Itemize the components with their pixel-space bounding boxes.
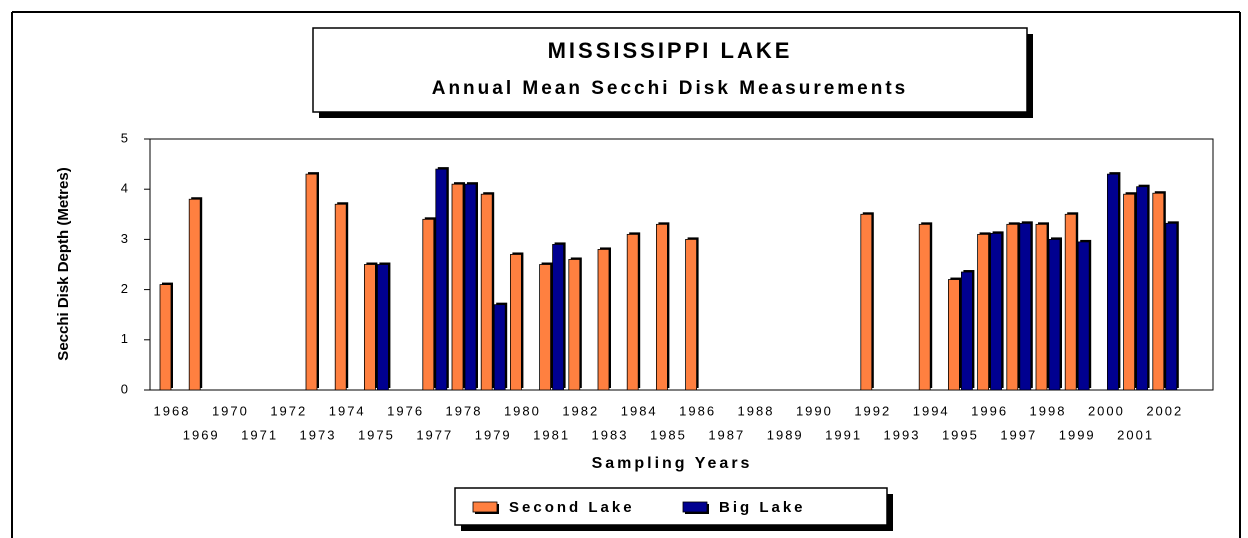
bar (1165, 222, 1178, 391)
bar (1136, 186, 1148, 391)
x-tick-label: 1994 (913, 403, 950, 418)
y-axis-label: Secchi Disk Depth (Metres) (55, 167, 72, 360)
bar (552, 244, 564, 391)
x-tick-label: 1990 (796, 403, 833, 418)
bar (305, 173, 318, 391)
x-tick-label: 1982 (562, 403, 599, 418)
x-tick-label: 1995 (942, 427, 979, 442)
bar (568, 259, 581, 391)
x-tick-label: 1983 (592, 427, 629, 442)
x-tick-label: 1973 (300, 427, 337, 442)
bar (363, 264, 376, 391)
bar (1019, 222, 1032, 391)
bar (464, 183, 477, 391)
legend-label: Big Lake (719, 499, 806, 516)
bar (918, 223, 931, 391)
x-tick-label: 1986 (679, 403, 716, 418)
x-tick-label: 1969 (183, 427, 220, 442)
bar (451, 183, 464, 391)
bar (685, 238, 697, 391)
bar (961, 271, 973, 391)
x-tick-label: 2001 (1117, 427, 1154, 442)
x-tick-label: 1988 (738, 403, 775, 418)
bar (376, 264, 389, 391)
y-tick-label: 2 (121, 281, 128, 296)
y-tick-label: 0 (121, 381, 128, 396)
bar (435, 168, 448, 391)
bar (860, 213, 873, 391)
bar (1064, 213, 1077, 391)
legend-swatch (472, 501, 498, 513)
x-tick-label: 2000 (1088, 403, 1125, 418)
x-tick-label: 1968 (154, 403, 191, 418)
bar (1006, 223, 1019, 391)
x-tick-label: 1989 (767, 427, 804, 442)
y-tick-label: 1 (121, 331, 128, 346)
bar (334, 203, 347, 391)
bar (1048, 238, 1061, 391)
bar (159, 284, 172, 391)
bar (1123, 193, 1135, 391)
bar (626, 233, 639, 391)
x-tick-label: 1998 (1030, 403, 1067, 418)
bar (977, 233, 989, 391)
x-tick-label: 2002 (1146, 403, 1183, 418)
y-tick-label: 3 (121, 231, 128, 246)
x-tick-label: 1992 (854, 403, 891, 418)
chart-subtitle: Annual Mean Secchi Disk Measurements (432, 78, 909, 99)
x-tick-label: 1996 (971, 403, 1008, 418)
bar (990, 232, 1002, 391)
bar (948, 279, 960, 391)
x-tick-label: 1980 (504, 403, 541, 418)
x-tick-label: 1984 (621, 403, 658, 418)
x-tick-label: 1985 (650, 427, 687, 442)
bar (1035, 223, 1048, 391)
legend-swatch (682, 501, 708, 513)
x-tick-label: 1978 (446, 403, 483, 418)
y-tick-label: 5 (121, 130, 128, 145)
bar (656, 223, 668, 391)
x-tick-label: 1987 (708, 427, 745, 442)
plot-area (149, 138, 1214, 391)
legend-label: Second Lake (509, 499, 635, 516)
bar (1077, 241, 1090, 391)
x-tick-label: 1981 (533, 427, 570, 442)
bar (1152, 192, 1165, 391)
bar (493, 304, 506, 391)
x-tick-label: 1999 (1059, 427, 1096, 442)
x-tick-label: 1993 (884, 427, 921, 442)
x-tick-label: 1970 (212, 403, 249, 418)
x-tick-label: 1975 (358, 427, 395, 442)
y-tick-label: 4 (121, 181, 128, 196)
bar (480, 193, 493, 391)
x-tick-label: 1997 (1000, 427, 1037, 442)
x-tick-label: 1972 (270, 403, 307, 418)
x-tick-label: 1974 (329, 403, 366, 418)
x-tick-label: 1991 (825, 427, 862, 442)
bar (597, 249, 610, 391)
x-tick-label: 1979 (475, 427, 512, 442)
bar (188, 198, 201, 391)
x-tick-label: 1977 (416, 427, 453, 442)
bar (422, 218, 435, 391)
bar (509, 254, 522, 391)
legend (454, 487, 888, 526)
title-box (312, 27, 1028, 113)
x-axis-label: Sampling Years (592, 455, 753, 472)
bar (1107, 173, 1119, 391)
x-tick-label: 1976 (387, 403, 424, 418)
bar (539, 264, 551, 391)
x-tick-label: 1971 (241, 427, 278, 442)
chart-title: MISSISSIPPI LAKE (548, 38, 793, 63)
